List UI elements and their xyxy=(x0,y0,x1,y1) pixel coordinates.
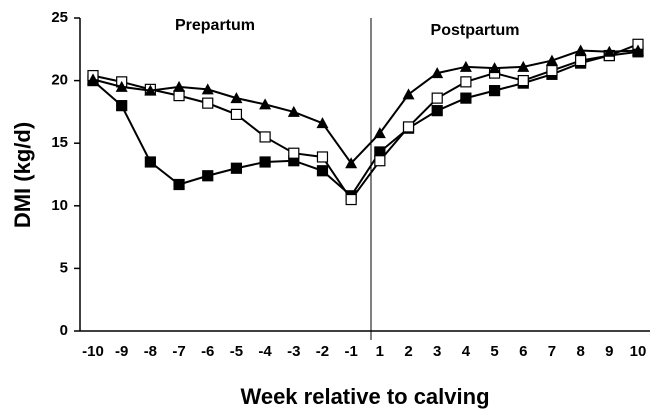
y-tick-label: 15 xyxy=(51,134,68,151)
marker xyxy=(517,60,530,72)
marker xyxy=(488,85,501,97)
marker xyxy=(116,100,128,112)
x-tick-label: 1 xyxy=(376,343,384,360)
marker xyxy=(373,127,386,139)
x-tick-label: -5 xyxy=(230,343,243,360)
y-tick-label: 25 xyxy=(51,9,68,26)
marker xyxy=(603,45,616,57)
marker xyxy=(259,131,271,143)
x-tick-label: 10 xyxy=(630,343,647,360)
x-tick-label: -1 xyxy=(344,343,357,360)
marker xyxy=(87,73,99,85)
marker xyxy=(230,162,243,174)
x-tick-label: -9 xyxy=(115,343,128,360)
marker xyxy=(259,98,272,110)
marker xyxy=(173,80,186,92)
marker xyxy=(431,67,444,79)
marker xyxy=(431,105,443,117)
marker xyxy=(173,90,185,102)
x-tick-label: 8 xyxy=(576,343,584,360)
marker xyxy=(259,156,271,168)
x-tick-label: -7 xyxy=(172,343,185,360)
x-tick-label: 5 xyxy=(490,343,498,360)
marker xyxy=(488,62,501,74)
series-line xyxy=(92,49,639,165)
x-tick-label: -10 xyxy=(82,343,104,360)
marker xyxy=(345,157,358,169)
x-tick-label: 3 xyxy=(433,343,441,360)
y-tick-label: 20 xyxy=(51,72,68,89)
x-tick-label: -4 xyxy=(258,343,272,360)
x-tick-label: -3 xyxy=(287,343,300,360)
marker xyxy=(287,105,300,117)
marker xyxy=(173,178,185,191)
x-tick-label: 6 xyxy=(519,343,527,360)
annotation: Prepartum xyxy=(175,17,255,34)
marker xyxy=(402,121,415,133)
annotation: Postpartum xyxy=(431,22,520,39)
marker xyxy=(546,64,558,77)
marker xyxy=(230,92,243,104)
x-tick-label: 9 xyxy=(605,343,613,360)
marker xyxy=(574,44,587,56)
x-tick-label: -6 xyxy=(201,343,214,360)
marker xyxy=(431,92,443,104)
marker xyxy=(460,92,472,104)
marker xyxy=(316,165,329,177)
marker xyxy=(545,54,558,66)
x-tick-label: 2 xyxy=(404,343,412,360)
x-tick-label: -2 xyxy=(316,343,329,360)
y-tick-label: 0 xyxy=(60,322,68,339)
marker xyxy=(201,83,214,95)
marker xyxy=(202,97,214,109)
x-axis-label: Week relative to calving xyxy=(240,384,489,409)
x-tick-label: 7 xyxy=(548,343,556,360)
y-tick-label: 5 xyxy=(60,259,68,276)
marker xyxy=(402,88,415,100)
y-tick-label: 10 xyxy=(51,197,68,214)
marker xyxy=(345,193,357,206)
marker xyxy=(459,60,472,72)
marker xyxy=(517,74,529,87)
marker xyxy=(632,44,644,56)
marker xyxy=(316,117,329,129)
x-tick-label: -8 xyxy=(144,343,157,360)
marker xyxy=(115,80,128,92)
x-tick-label: 4 xyxy=(462,343,471,360)
marker xyxy=(288,147,300,159)
marker xyxy=(230,108,243,121)
marker xyxy=(144,84,157,96)
y-axis-label: DMI (kg/d) xyxy=(10,122,35,228)
marker xyxy=(202,170,214,182)
marker xyxy=(575,54,587,67)
marker xyxy=(460,76,472,88)
marker xyxy=(144,156,156,168)
marker xyxy=(316,151,329,163)
marker xyxy=(374,155,386,167)
